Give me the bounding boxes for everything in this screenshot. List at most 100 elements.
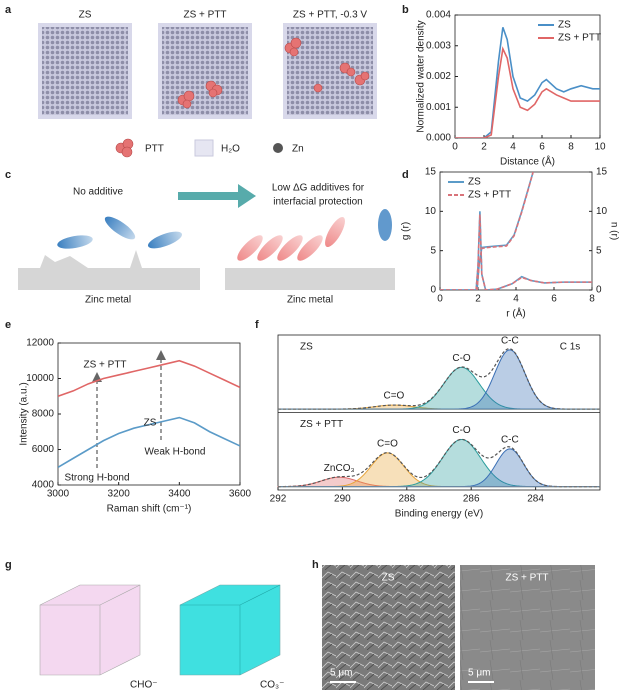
caption: No additive [73,187,123,198]
peak-label: ZnCO₃ [324,463,355,474]
x-tick-label: 8 [568,142,574,153]
x-tick-label: 10 [594,142,606,153]
legend-label: Zn [292,144,304,155]
annotation: Strong H-bond [64,473,129,484]
snapshot [38,23,132,119]
image-title: ZS [382,573,395,584]
series-line [440,214,592,290]
x-tick-label: 3200 [108,489,131,500]
caption: Zinc metal [287,295,333,306]
panel-h: ZS ZS + PTT 5 μm 5 μm [322,565,595,690]
x-tick-label: 6 [551,294,557,305]
y-tick-label: 0 [430,285,436,296]
subplot-title: ZS [300,342,313,353]
snapshot-title: ZS + PTT [183,10,226,21]
series-line [58,359,240,398]
snapshot-title: ZS [79,10,92,21]
series-line [455,46,600,138]
legend-icon [273,143,283,153]
snapshot-title: ZS + PTT, -0.3 V [293,10,368,21]
series-line [440,172,534,290]
y-tick-label: 15 [425,167,437,178]
y-axis-label: Normalized water density [416,20,427,132]
additive-molecules [237,216,345,261]
legend-label: ZS + PTT [558,33,601,44]
zinc-substrate [225,268,395,290]
x-tick-label: 6 [539,142,545,153]
x-tick-label: 288 [398,494,415,505]
legend-label: ZS + PTT [468,190,511,201]
y-tick-label: 10000 [26,373,54,384]
x-tick-label: 3400 [168,489,191,500]
x-axis-label: Distance (Å) [500,155,555,168]
y-tick-label: 4000 [32,480,55,491]
y2-tick-label: 5 [596,245,602,256]
sem-image [322,565,455,690]
y-tick-label: 0.000 [426,133,451,144]
panel-label: d [402,169,409,181]
y-tick-label: 8000 [32,409,55,420]
x-tick-label: 292 [270,494,287,505]
x-tick-label: 2 [475,294,481,305]
x-tick-label: 290 [334,494,351,505]
solvent-molecules [57,209,392,249]
legend-label: H₂O [221,144,240,155]
y2-axis-label: n (r) [608,222,619,240]
panel-g: CHO⁻ CO₃⁻ [39,584,284,691]
scale-label: 5 μm [468,668,490,679]
x-axis-label: Binding energy (eV) [395,509,483,520]
legend-label: ZS [468,177,481,188]
annotation-arrow [96,358,162,468]
scale-label: 5 μm [330,668,352,679]
x-tick-label: 8 [589,294,595,305]
panel-label: f [255,319,259,331]
peak-label: C=O [383,391,404,402]
subplot-title: ZS + PTT [300,419,343,430]
y-tick-label: 12000 [26,338,54,349]
panel-label: a [5,4,12,16]
tomography-cube [39,584,141,676]
legend-icon [194,139,214,157]
panel-label: h [312,559,319,571]
y-axis-label: Intensity (a.u.) [19,382,30,445]
species-label: CO₃⁻ [260,680,284,691]
envelope [277,438,600,488]
fit-peak [278,366,600,410]
y-axis-label: g (r) [401,222,412,240]
annotation: C 1s [560,342,581,353]
x-tick-label: 284 [527,494,544,505]
panel-label: g [5,559,12,571]
peak-label: C-C [501,435,519,446]
y-tick-label: 10 [425,206,437,217]
x-tick-label: 4 [510,142,516,153]
ptt-molecules [177,37,370,109]
x-tick-label: 286 [463,494,480,505]
y-tick-label: 6000 [32,444,55,455]
zinc-substrate [18,250,200,290]
peak-label: C-O [452,425,471,436]
peak-label: C-C [501,335,519,346]
x-tick-label: 0 [452,142,458,153]
panel-label: e [5,319,11,331]
y-tick-label: 5 [430,245,436,256]
peak-label: C=O [377,439,398,450]
panel-a: ZS ZS + PTT ZS + PTT, -0.3 V PTT H₂O Zn [38,10,377,158]
legend-icon [115,138,134,158]
y-tick-label: 0.004 [426,10,451,21]
x-axis-label: r (Å) [506,307,525,320]
caption: Zinc metal [85,295,131,306]
image-title: ZS + PTT [505,573,548,584]
species-label: CHO⁻ [130,680,158,691]
x-tick-label: 3000 [47,489,70,500]
annotation: ZS + PTT [83,360,126,371]
tomography-cube [179,584,281,676]
y-tick-label: 0.001 [426,102,451,113]
peak-label: C-O [452,353,471,364]
caption: interfacial protection [273,197,363,208]
x-tick-label: 2 [481,142,487,153]
y-tick-label: 0.002 [426,71,451,82]
series-line [58,416,240,468]
x-axis-label: Raman shift (cm⁻¹) [107,504,192,515]
y2-tick-label: 10 [596,206,608,217]
